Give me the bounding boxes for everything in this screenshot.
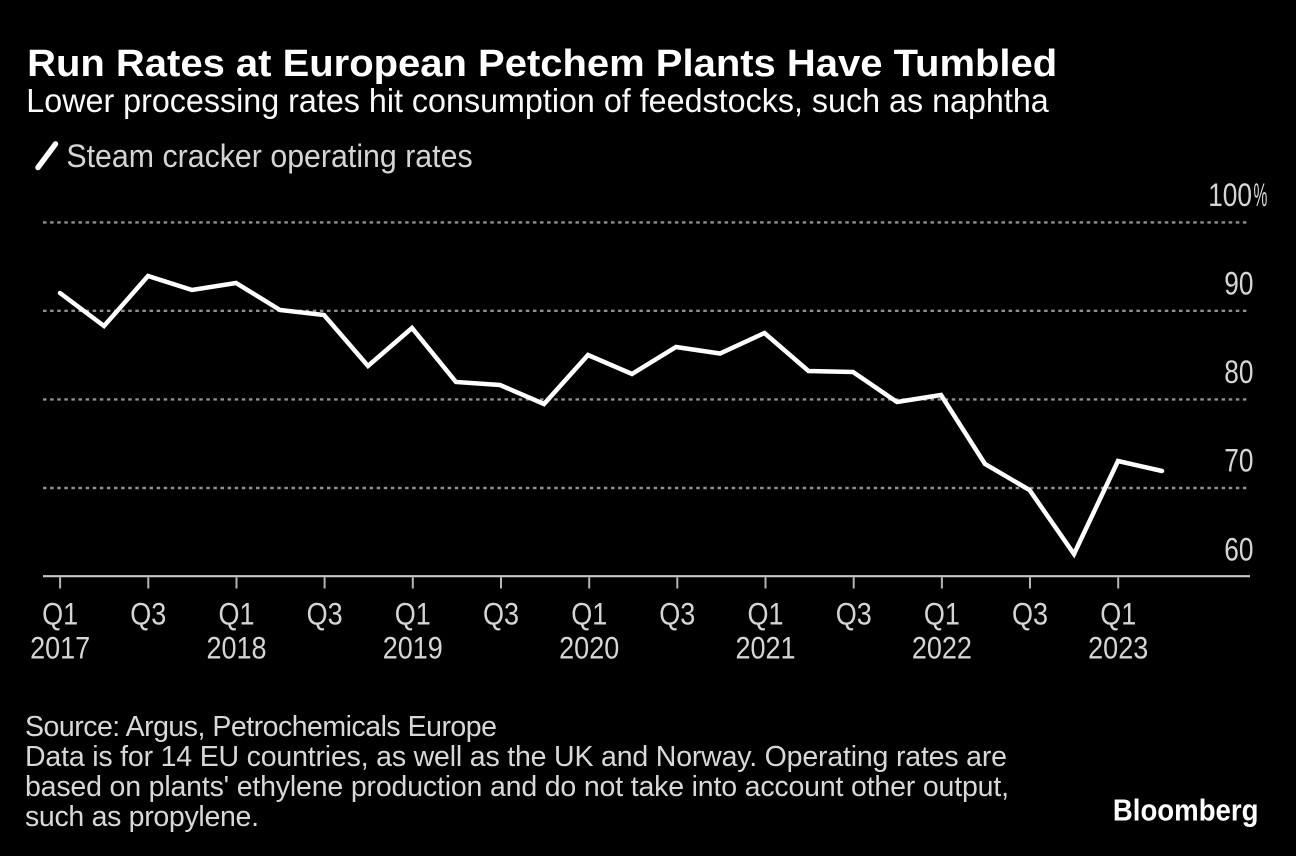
svg-text:Run Rates at European Petchem: Run Rates at European Petchem Plants Hav… bbox=[27, 43, 1057, 85]
svg-text:Q1: Q1 bbox=[1100, 597, 1136, 632]
svg-text:90: 90 bbox=[1224, 266, 1253, 302]
svg-text:Q3: Q3 bbox=[659, 597, 695, 632]
svg-text:100: 100 bbox=[1208, 178, 1252, 214]
svg-text:Bloomberg: Bloomberg bbox=[1113, 794, 1259, 828]
svg-text:Q3: Q3 bbox=[130, 597, 166, 632]
svg-text:Data is for 14 EU countries, a: Data is for 14 EU countries, as well as … bbox=[25, 741, 1007, 773]
svg-text:Q1: Q1 bbox=[571, 597, 607, 632]
svg-text:2017: 2017 bbox=[30, 631, 90, 666]
svg-text:Q3: Q3 bbox=[1012, 597, 1048, 632]
svg-text:Q1: Q1 bbox=[747, 597, 783, 632]
svg-text:such as propylene.: such as propylene. bbox=[25, 801, 259, 833]
svg-text:Q1: Q1 bbox=[924, 597, 960, 632]
svg-text:60: 60 bbox=[1224, 532, 1253, 568]
svg-text:Q3: Q3 bbox=[307, 597, 343, 632]
svg-text:2023: 2023 bbox=[1088, 631, 1148, 666]
svg-text:%: % bbox=[1254, 178, 1268, 214]
svg-text:Steam cracker operating rates: Steam cracker operating rates bbox=[66, 137, 472, 174]
svg-text:70: 70 bbox=[1224, 443, 1253, 479]
svg-text:Q3: Q3 bbox=[483, 597, 519, 632]
svg-text:Q1: Q1 bbox=[42, 597, 78, 632]
svg-text:2020: 2020 bbox=[559, 631, 619, 666]
svg-text:80: 80 bbox=[1224, 355, 1253, 391]
svg-text:2018: 2018 bbox=[206, 631, 266, 666]
svg-text:Lower processing rates hit con: Lower processing rates hit consumption o… bbox=[26, 82, 1049, 120]
svg-text:2021: 2021 bbox=[735, 631, 795, 666]
svg-text:Q3: Q3 bbox=[836, 597, 872, 632]
svg-text:Q1: Q1 bbox=[218, 597, 254, 632]
svg-text:2019: 2019 bbox=[383, 631, 443, 666]
svg-text:Q1: Q1 bbox=[395, 597, 431, 632]
svg-text:based on plants' ethylene prod: based on plants' ethylene production and… bbox=[25, 771, 1009, 803]
svg-text:Source: Argus, Petrochemicals: Source: Argus, Petrochemicals Europe bbox=[25, 711, 497, 743]
svg-text:2022: 2022 bbox=[912, 631, 972, 666]
